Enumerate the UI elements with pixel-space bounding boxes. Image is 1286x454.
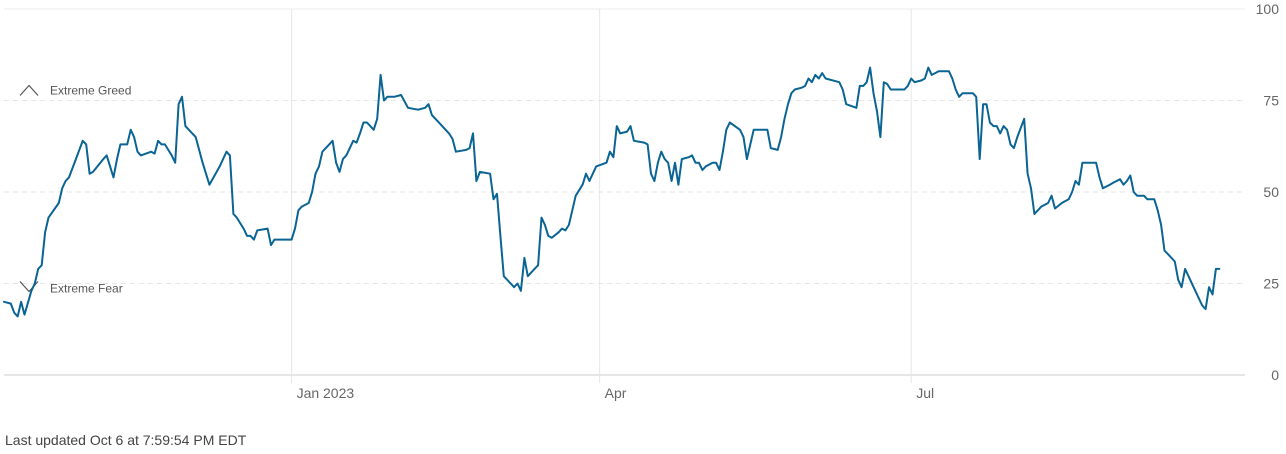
chevron-up-icon — [19, 84, 39, 96]
series-line — [3, 66, 1221, 318]
series-layer — [3, 66, 1221, 318]
x-tick-label: Jan 2023 — [297, 385, 355, 401]
y-tick-label-25: 25 — [1263, 276, 1279, 292]
y-tick-label-75: 75 — [1263, 93, 1279, 109]
y-tick-label-0: 0 — [1271, 367, 1279, 383]
last-updated-text: Last updated Oct 6 at 7:59:54 PM EDT — [5, 432, 247, 448]
y-axis: 100 75 50 25 0 — [1256, 1, 1280, 383]
x-axis: Jan 2023 Apr Jul — [297, 385, 935, 401]
zone-label: Extreme Greed — [50, 84, 131, 98]
x-tick-label: Jul — [916, 385, 934, 401]
chart-grid — [4, 8, 1245, 383]
y-tick-label-50: 50 — [1263, 184, 1279, 200]
zone-label: Extreme Fear — [50, 282, 123, 296]
y-tick-label-100: 100 — [1256, 1, 1280, 17]
zone-markers: Extreme Greed Extreme Fear — [19, 84, 131, 296]
x-tick-label: Apr — [605, 385, 627, 401]
